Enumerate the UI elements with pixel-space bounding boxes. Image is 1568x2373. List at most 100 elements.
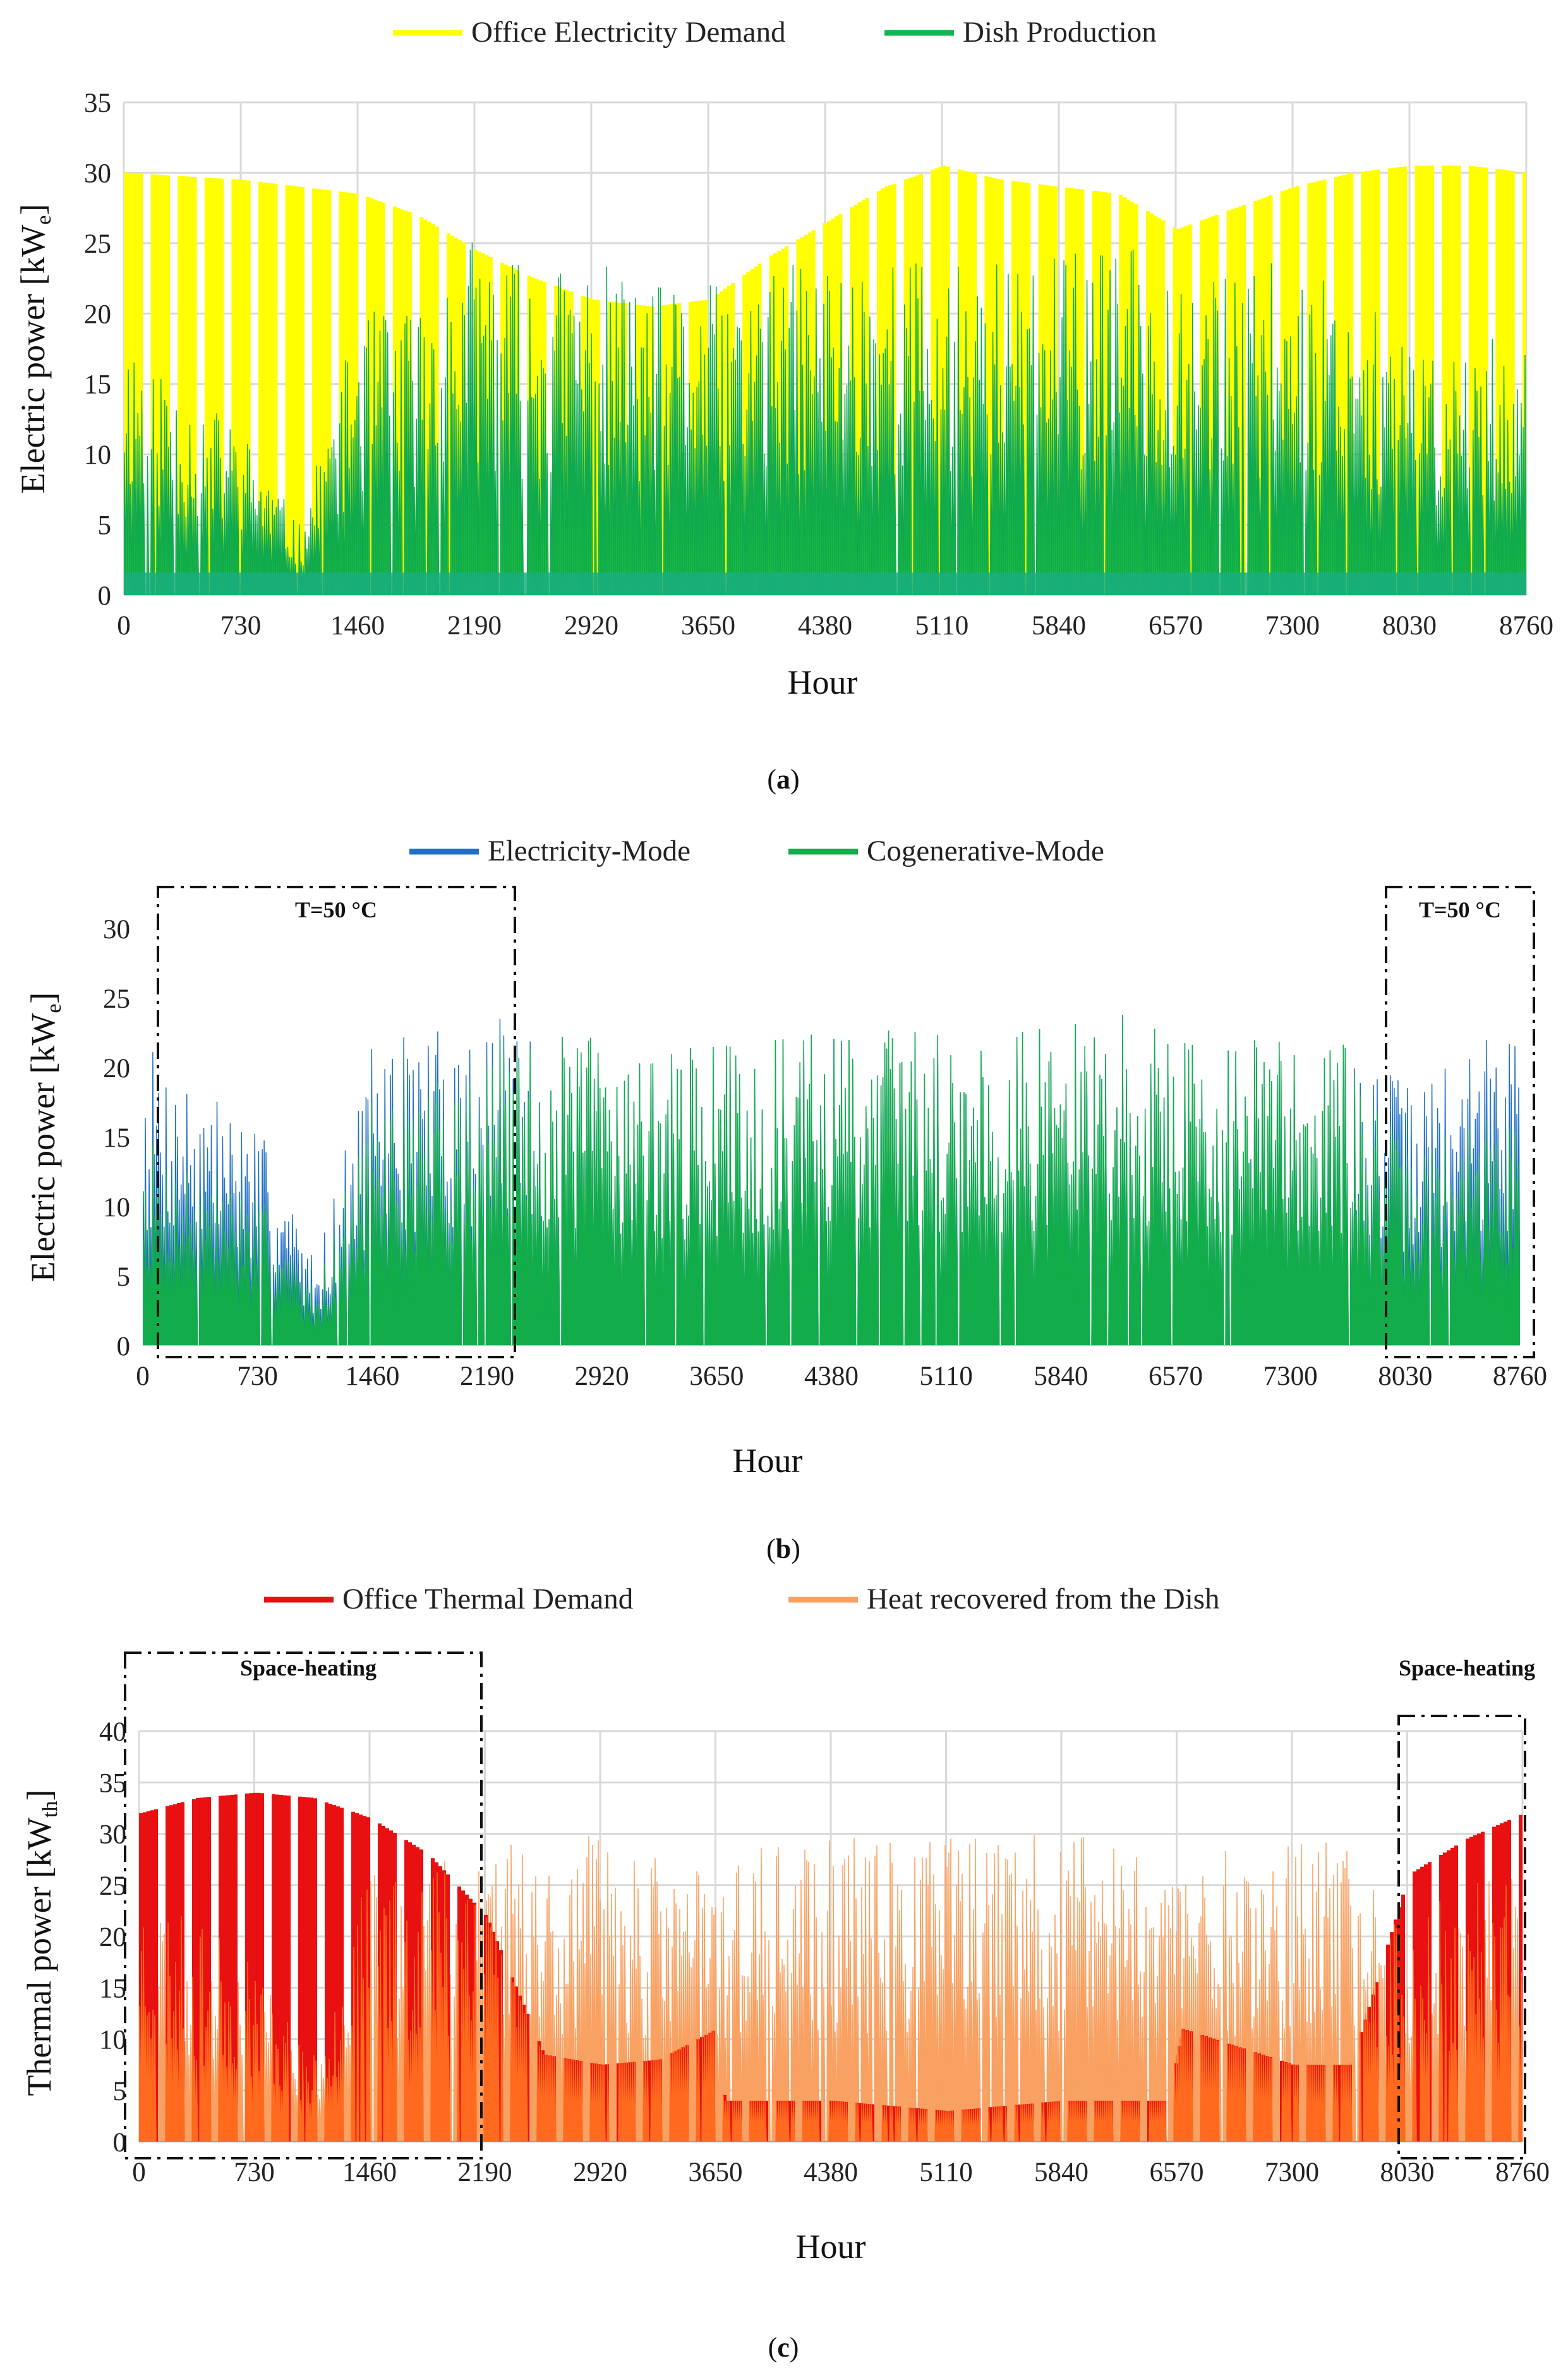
annotation-box-c-right	[1397, 1715, 1526, 2159]
x-axis-title-c: Hour	[796, 2228, 866, 2266]
annotation-box-b-left	[157, 886, 516, 1358]
y-tick-label: 35	[84, 88, 111, 118]
x-tick-label: 7300	[1263, 1362, 1318, 1391]
x-tick-label: 0	[136, 1362, 150, 1391]
production-area	[124, 242, 1526, 595]
production-series-a	[124, 242, 1526, 595]
x-tick-label: 6570	[1150, 2158, 1204, 2187]
panel-label-b: (b)	[766, 1533, 800, 1564]
overlap-area	[139, 1872, 1523, 2142]
y-tick-label: 25	[84, 229, 111, 259]
x-tick-label: 2190	[460, 1362, 514, 1391]
y-tick-label: 20	[103, 1054, 130, 1084]
y-ticks-c: 0 5 10 15 20 25 30 35 40	[99, 1717, 126, 2158]
x-tick-label: 2190	[458, 2158, 512, 2187]
annotation-label-b-left: T=50 °C	[295, 897, 377, 922]
x-tick-label: 0	[132, 2158, 146, 2187]
y-tick-label: 20	[99, 1923, 126, 1952]
overlap-series	[139, 1872, 1523, 2142]
legend-label-heat-recovered: Heat recovered from the Dish	[867, 1583, 1220, 1615]
x-tick-label: 2190	[447, 611, 502, 641]
annotation-label-c-left: Space-heating	[240, 1655, 377, 1681]
x-tick-label: 5840	[1034, 1362, 1088, 1391]
x-tick-label: 8030	[1378, 1362, 1432, 1391]
y-tick-label: 35	[99, 1768, 126, 1798]
legend-a: Office Electricity Demand Dish Productio…	[393, 16, 1157, 49]
panel-label-a: (a)	[767, 764, 799, 795]
annotation-box-b-right	[1385, 886, 1535, 1358]
y-axis-title-a: Electric power [kWe]	[14, 204, 56, 494]
x-tick-label: 3650	[681, 611, 735, 641]
x-tick-label: 7300	[1265, 2158, 1319, 2187]
production-base	[124, 572, 1526, 595]
y-tick-label: 20	[84, 299, 111, 329]
plot-area-a	[124, 166, 1526, 595]
x-tick-label: 5840	[1032, 611, 1086, 641]
y-tick-label: 30	[99, 1820, 126, 1850]
y-tick-label: 0	[113, 2128, 127, 2158]
x-tick-label: 8030	[1380, 2158, 1435, 2187]
x-tick-label: 6570	[1149, 1362, 1203, 1391]
x-ticks-b: 0 730 1460 2190 2920 3650 4380 5110 5840 6570 7300…	[136, 1362, 1547, 1391]
x-tick-label: 6570	[1149, 611, 1203, 641]
chart-a: Office Electricity Demand Dish Productio…	[14, 16, 1553, 795]
y-tick-label: 0	[117, 1332, 131, 1362]
annotation-label-c-right: Space-heating	[1399, 1655, 1535, 1681]
x-tick-label: 4380	[804, 2158, 858, 2187]
legend-label-electricity-mode: Electricity-Mode	[488, 835, 691, 867]
x-tick-label: 5110	[919, 1362, 972, 1391]
x-tick-label: 8760	[1495, 2158, 1550, 2187]
y-tick-label: 15	[103, 1123, 130, 1153]
x-tick-label: 5840	[1034, 2158, 1089, 2187]
x-tick-label: 2920	[564, 611, 618, 641]
y-tick-label: 25	[99, 1871, 126, 1901]
chart-b: Electricity-Mode Cogenerative-Mode 0 730 1…	[24, 835, 1547, 1564]
x-tick-label: 5110	[919, 2158, 972, 2187]
y-axis-title-c: Thermal power [kWth]	[20, 1789, 62, 2096]
x-ticks-c: 0 730 1460 2190 2920 3650 4380 5110 5840 6570 7300…	[132, 2158, 1550, 2187]
x-tick-label: 8760	[1499, 611, 1553, 641]
x-axis-title-a: Hour	[788, 663, 858, 701]
legend-label-production: Dish Production	[963, 16, 1157, 49]
y-tick-label: 25	[103, 984, 130, 1014]
y-tick-label: 30	[84, 159, 111, 188]
plot-area-c	[139, 1792, 1523, 2142]
legend-c: Office Thermal Demand Heat recovered fro…	[264, 1583, 1220, 1615]
y-tick-label: 15	[84, 370, 111, 400]
y-ticks-b: 0 5 10 15 20 25 30	[103, 915, 130, 1362]
legend-label-demand: Office Electricity Demand	[471, 16, 786, 49]
y-tick-label: 10	[84, 440, 111, 470]
y-tick-label: 15	[99, 1974, 126, 2003]
x-tick-label: 730	[234, 2158, 275, 2187]
y-tick-label: 10	[99, 2026, 126, 2055]
y-tick-label: 10	[103, 1193, 130, 1223]
x-axis-title-b: Hour	[733, 1442, 803, 1480]
y-tick-label: 5	[98, 511, 112, 541]
legend-b: Electricity-Mode Cogenerative-Mode	[409, 835, 1104, 867]
x-tick-label: 8760	[1493, 1362, 1547, 1391]
x-tick-label: 3650	[689, 2158, 743, 2187]
cogen-mode-series	[143, 1015, 1520, 1346]
x-tick-label: 1460	[345, 1362, 399, 1391]
y-tick-label: 0	[98, 581, 112, 611]
x-tick-label: 1460	[342, 2158, 397, 2187]
x-tick-label: 8030	[1382, 611, 1437, 641]
legend-label-cogenerative-mode: Cogenerative-Mode	[867, 835, 1104, 867]
y-axis-title-b: Electric power [kWe]	[24, 993, 66, 1283]
x-ticks-a: 0 730 1460 2190 2920 3650 4380 5110 5840 6570 7300…	[117, 611, 1553, 641]
x-tick-label: 3650	[689, 1362, 744, 1391]
y-tick-label: 30	[103, 915, 130, 945]
annotation-label-b-right: T=50 °C	[1419, 897, 1501, 922]
x-tick-label: 0	[117, 611, 131, 641]
x-tick-label: 4380	[804, 1362, 859, 1391]
plot-area-b	[143, 1015, 1520, 1346]
x-tick-label: 5110	[915, 611, 968, 641]
chart-c: Office Thermal Demand Heat recovered fro…	[20, 1583, 1550, 2363]
x-tick-label: 4380	[798, 611, 852, 641]
y-tick-label: 40	[99, 1717, 126, 1747]
x-tick-label: 2920	[575, 1362, 629, 1391]
cogen-mode-area	[143, 1015, 1520, 1346]
y-tick-label: 5	[113, 2077, 127, 2106]
x-tick-label: 7300	[1265, 611, 1320, 641]
